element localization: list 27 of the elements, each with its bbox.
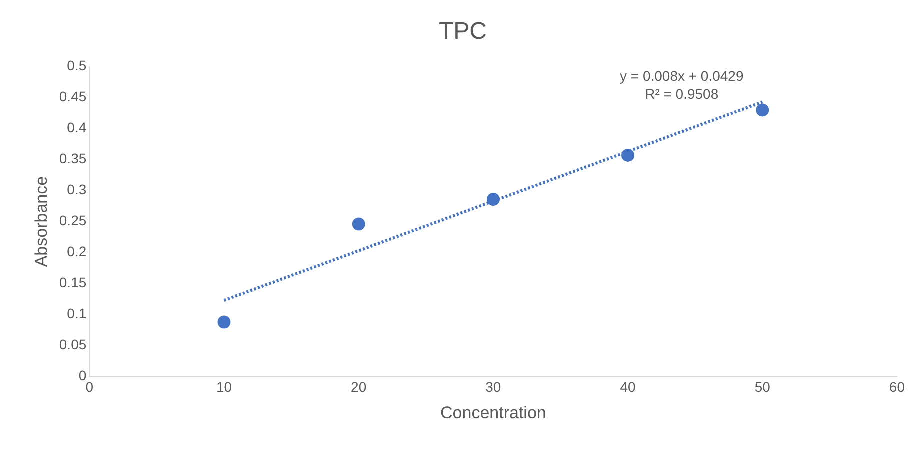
point	[352, 218, 366, 231]
annotation: y = 0.008x + 0.0429	[620, 68, 744, 84]
y-tick-label: 0.35	[59, 150, 87, 167]
point	[756, 104, 770, 117]
x-tick-label: 30	[486, 379, 502, 396]
y-tick-label: 0.4	[67, 120, 87, 136]
point	[622, 148, 635, 162]
x-tick-label: 50	[754, 379, 771, 396]
y-tick-label: 0	[78, 368, 87, 384]
chart-title: TPC	[439, 18, 487, 46]
x-tick-label: 40	[620, 379, 636, 396]
y-tick-label: 0.05	[59, 336, 87, 353]
x-tick-label: 10	[216, 379, 232, 396]
y-axis-title: Absorbance	[32, 176, 51, 268]
y-tick-label: 0.3	[67, 182, 87, 198]
point	[218, 316, 231, 329]
x-tick-label: 20	[351, 379, 367, 396]
x-tick-label: 60	[889, 379, 906, 396]
y-tick-label: 0.45	[59, 88, 87, 105]
annotation: R² = 0.9508	[645, 86, 719, 102]
x-axis-title: Concentration	[440, 403, 546, 422]
y-tick-label: 0.1	[67, 306, 87, 322]
y-tick-label: 0.25	[59, 212, 87, 229]
y-tick-label: 0.5	[67, 58, 87, 74]
point	[486, 192, 500, 206]
y-tick-label: 0.2	[67, 244, 87, 260]
y-tick-label: 0.15	[59, 274, 87, 291]
